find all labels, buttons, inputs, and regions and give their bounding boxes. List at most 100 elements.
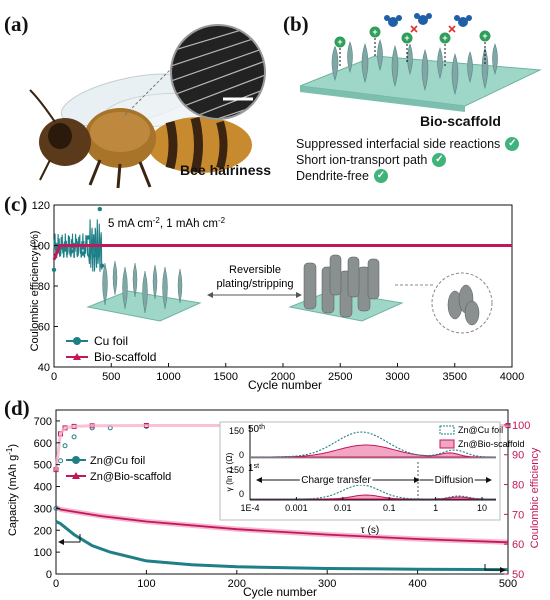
c-point-cu-foil (68, 249, 74, 254)
d-legend-bio: Zn@Bio-scaffold (90, 471, 171, 483)
panel-label-c: (c) (4, 192, 28, 216)
inset-xtick-label: 0.1 (383, 503, 396, 513)
c-point-cu-foil (51, 267, 57, 272)
c-ytick-label: 120 (32, 200, 50, 212)
inset-legend: Zn@Cu foil Zn@Bio-scaffold (439, 425, 525, 449)
bio-scaffold-title: Bio-scaffold (420, 113, 501, 129)
reversible-label-1: Reversible (229, 264, 281, 276)
d-ylabel-right: Coulombic efficiency (529, 447, 541, 548)
c-point-cu-foil (63, 247, 68, 252)
inset-xtick-label: 10 (477, 503, 487, 513)
inset-xlabel: τ (s) (361, 525, 379, 536)
diffusion-label: Diffusion (435, 475, 474, 486)
c-ytick-label: 40 (38, 362, 50, 374)
d-y2tick-label: 90 (512, 450, 524, 462)
c-xtick-label: 3000 (385, 371, 409, 383)
diffusion-arrow (420, 477, 492, 483)
c-point-cu-foil (86, 235, 91, 240)
d-point-ce-cu (58, 458, 64, 464)
panel-label-a: (a) (4, 12, 29, 36)
inset-legend-bio: Zn@Bio-scaffold (458, 439, 525, 449)
inset-bio-50th (250, 444, 496, 458)
d-ytick-label: 500 (34, 460, 52, 472)
benefit-row-2: Short ion-transport path ✓ (296, 153, 447, 167)
c-point-cu-foil (97, 206, 103, 212)
d-xtick-label: 200 (228, 578, 246, 590)
inset-xtick-label: 0.01 (334, 503, 352, 513)
d-series-bio-scaffold (55, 506, 509, 544)
d-plot-frame (55, 409, 509, 575)
ion-plus-1: + (337, 37, 342, 47)
c-xtick-label: 3500 (443, 371, 467, 383)
hair-microscopy-inset (170, 24, 266, 120)
c-xtick-label: 0 (51, 371, 57, 383)
d-ytick-label: 200 (34, 525, 52, 537)
c-xtick-label: 500 (102, 371, 120, 383)
inset-xtick-label: 1 (433, 503, 438, 513)
panel-label-d: (d) (4, 396, 30, 420)
d-y2tick-label: 60 (512, 539, 524, 551)
benefit-text-3: Dendrite-free (296, 169, 369, 183)
smooth-scaffold-illustration (86, 260, 202, 322)
c-legend-cu-foil: Cu foil (94, 334, 128, 348)
inset-ytick-bot-150: 150 (229, 465, 244, 475)
d-ytick-label: 700 (34, 416, 52, 428)
right-axis-arrow-icon (484, 564, 506, 573)
d-series-cu-foil (55, 520, 509, 572)
c-legend-bio-scaffold: Bio-scaffold (94, 350, 156, 364)
bio-scaffold-illustration: + + + + + (299, 13, 542, 112)
c-series-bio-scaffold (52, 244, 512, 261)
d-xtick-label: 100 (137, 578, 155, 590)
c-ylabel: Coulombic efficiency (%) (29, 231, 41, 352)
d-legend-cu: Zn@Cu foil (90, 455, 145, 467)
d-ytick-label: 0 (46, 569, 52, 581)
d-legend: Zn@Cu foil Zn@Bio-scaffold (66, 455, 171, 483)
c-legend: Cu foil Bio-scaffold (66, 334, 156, 364)
c-xtick-label: 2500 (328, 371, 352, 383)
c-ytick-label: 100 (32, 241, 50, 253)
d-xtick-label: 400 (408, 578, 426, 590)
d-ytick-label: 300 (34, 503, 52, 515)
ion-plus-5: + (482, 31, 487, 41)
ion-plus-2: + (372, 27, 377, 37)
c-xtick-label: 1000 (156, 371, 180, 383)
d-xtick-label: 500 (499, 578, 517, 590)
left-axis-arrow-icon (58, 534, 81, 545)
c-ytick-label: 80 (38, 281, 50, 293)
inset-bio-1st (250, 494, 496, 500)
d-y2tick-label: 100 (512, 420, 530, 432)
drt-inset: 50th 1st 150 0 150 0 γ (ln τ) (Ω) τ (s) … (219, 421, 525, 536)
benefit-row-1: Suppressed interfacial side reactions ✓ (296, 137, 520, 151)
deposited-scaffold-illustration (288, 254, 404, 322)
d-y2tick-label: 80 (512, 480, 524, 492)
charge-transfer-label: Charge transfer (301, 475, 371, 486)
inset-legend-cu: Zn@Cu foil (458, 425, 503, 435)
c-series-cu-foil (53, 219, 103, 272)
ion-plus-4: + (442, 33, 447, 43)
check-circle-icon: ✓ (373, 169, 388, 183)
check-circle-icon: ✓ (432, 153, 447, 167)
d-y2tick-label: 70 (512, 509, 524, 521)
d-ytick-label: 400 (34, 482, 52, 494)
ion-plus-3: + (404, 33, 409, 43)
benefit-text-2: Short ion-transport path (296, 153, 428, 167)
inset-top-label: 50th (248, 424, 265, 435)
d-y2tick-label: 50 (512, 569, 524, 581)
d-ytick-label: 100 (34, 547, 52, 559)
zoom-particle-cluster (447, 284, 480, 326)
c-xtick-label: 4000 (500, 371, 524, 383)
inset-xtick-label: 1E-4 (240, 503, 259, 513)
inset-ytick-bot-0: 0 (239, 489, 244, 499)
c-point-cu-foil (91, 253, 97, 258)
benefit-text-1: Suppressed interfacial side reactions (296, 137, 501, 151)
c-xtick-label: 1500 (214, 371, 238, 383)
panel-label-b: (b) (283, 12, 309, 36)
d-ytick-label: 600 (34, 438, 52, 450)
d-xtick-label: 0 (53, 578, 59, 590)
d-ylabel: Capacity (mAh g-1) (5, 444, 19, 536)
bee-illustration (29, 73, 252, 189)
inset-ytick-top-150: 150 (229, 426, 244, 436)
c-xtick-label: 2000 (271, 371, 295, 383)
d-xtick-label: 300 (318, 578, 336, 590)
c-xlabel: Cycle number (248, 378, 322, 392)
